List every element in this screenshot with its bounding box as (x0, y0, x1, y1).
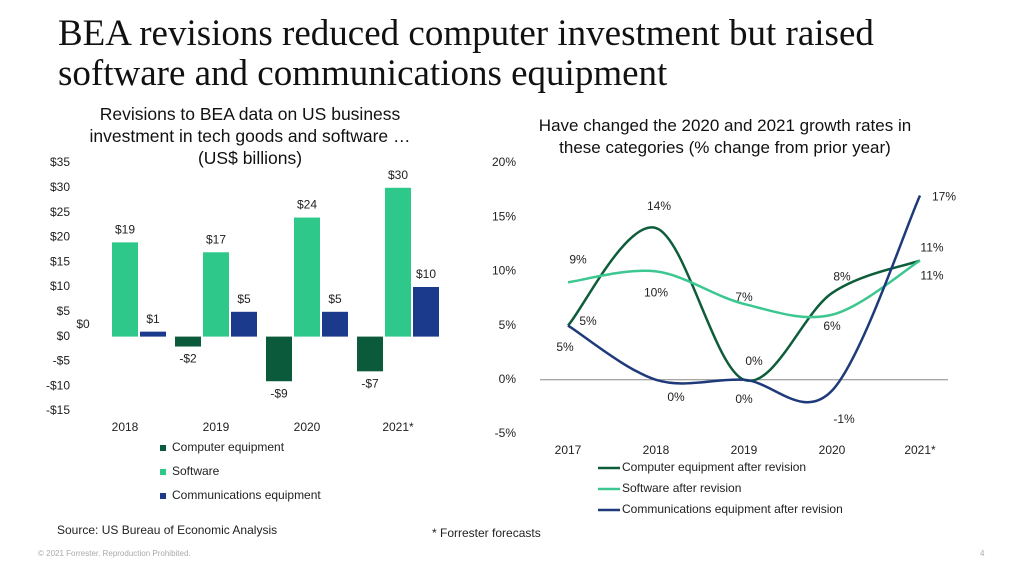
y-tick-label: $20 (50, 230, 70, 244)
series-line (567, 259, 921, 319)
data-label: 8% (833, 269, 851, 283)
bar (140, 331, 166, 337)
data-label: -1% (833, 412, 855, 426)
data-label: 17% (932, 190, 956, 204)
series-line (567, 226, 921, 383)
bar (413, 287, 439, 337)
y-tick-label: $10 (50, 279, 70, 293)
page-number: 4 (980, 549, 985, 558)
bar (112, 242, 138, 337)
legend-label: Software after revision (622, 481, 741, 495)
data-label: 6% (823, 319, 841, 333)
bar (385, 187, 411, 337)
x-tick-label: 2020 (294, 420, 321, 434)
data-label: 0% (735, 392, 753, 406)
chart-title: Revisions to BEA data on US business inv… (89, 104, 411, 168)
slide-title: BEA revisions reduced computer investmen… (58, 13, 874, 94)
y-tick-label: -5% (495, 426, 517, 440)
bar (175, 336, 201, 347)
data-label: 7% (735, 290, 753, 304)
series-line (567, 195, 922, 404)
data-label: $24 (297, 198, 317, 212)
data-label: 14% (647, 199, 671, 213)
data-label: 11% (920, 269, 943, 283)
y-tick-label: -$10 (46, 378, 70, 392)
x-tick-label: 2019 (203, 420, 230, 434)
copyright: © 2021 Forrester. Reproduction Prohibite… (38, 549, 191, 558)
x-tick-label: 2021* (382, 420, 414, 434)
y-tick-label: 0% (499, 372, 517, 386)
legend-label: Communications equipment (172, 488, 321, 502)
legend-swatch (160, 445, 166, 451)
data-label: 11% (920, 241, 943, 255)
data-label: 0% (667, 390, 685, 404)
data-label: 0% (745, 354, 763, 368)
x-tick-label: 2018 (112, 420, 139, 434)
legend-swatch (160, 493, 166, 499)
y-tick-label: $35 (50, 155, 70, 169)
x-tick-label: 2021* (904, 443, 936, 457)
data-label: -$7 (361, 376, 379, 390)
y-tick-label: -$15 (46, 403, 70, 417)
data-label: 9% (569, 252, 587, 266)
legend-label: Computer equipment (172, 440, 285, 454)
y-tick-label: -$5 (53, 354, 71, 368)
data-label: $19 (115, 223, 135, 237)
data-label: $30 (388, 168, 408, 182)
y-tick-label: 15% (492, 209, 516, 223)
data-label: $17 (206, 232, 226, 246)
x-tick-label: 2017 (555, 443, 582, 457)
y-tick-label: $0 (57, 329, 71, 343)
x-tick-label: 2018 (643, 443, 670, 457)
bar (203, 252, 229, 337)
data-label: 10% (644, 286, 668, 300)
y-tick-label: 5% (499, 318, 517, 332)
legend-label: Communications equipment after revision (622, 502, 843, 516)
bar (266, 336, 292, 382)
legend-swatch (160, 469, 166, 475)
data-label: $0 (76, 317, 90, 331)
chart-title: Have changed the 2020 and 2021 growth ra… (538, 116, 912, 157)
y-tick-label: $5 (57, 304, 71, 318)
y-tick-label: 10% (492, 264, 516, 278)
bar (231, 311, 257, 337)
data-label: 5% (556, 340, 574, 354)
footnote: * Forrester forecasts (432, 526, 541, 540)
data-label: -$2 (179, 352, 197, 366)
data-label: $5 (328, 292, 342, 306)
legend-label: Software (172, 464, 220, 478)
source: Source: US Bureau of Economic Analysis (57, 523, 277, 537)
legend-label: Computer equipment after revision (622, 460, 806, 474)
data-label: $1 (146, 312, 160, 326)
x-tick-label: 2020 (819, 443, 846, 457)
y-tick-label: $30 (50, 180, 70, 194)
data-label: $10 (416, 267, 436, 281)
y-tick-label: 20% (492, 155, 516, 169)
data-label: $5 (237, 292, 251, 306)
bar (294, 217, 320, 337)
bar (357, 336, 383, 372)
x-tick-label: 2019 (731, 443, 758, 457)
data-label: 5% (579, 314, 597, 328)
y-tick-label: $25 (50, 205, 70, 219)
y-tick-label: $15 (50, 254, 70, 268)
data-label: -$9 (270, 386, 288, 400)
bar (322, 311, 348, 337)
